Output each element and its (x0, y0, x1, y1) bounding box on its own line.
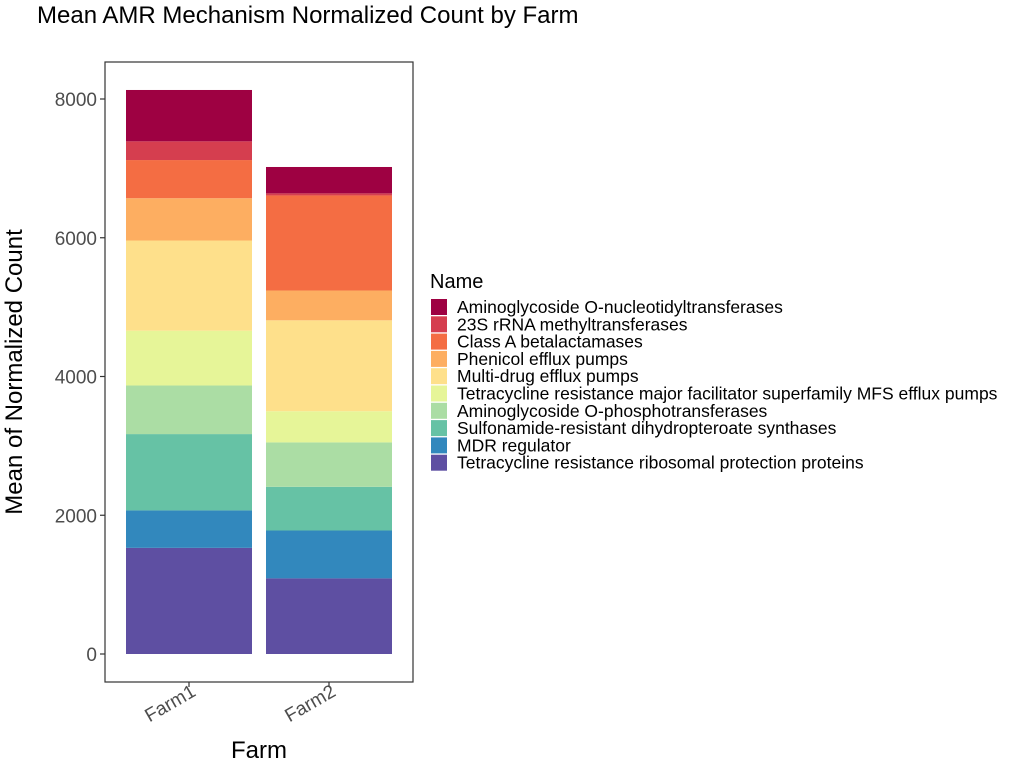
bar-segment-farm1-tetracycline-resistance-major-facilitator-superfamily-mfs-efflux-pumps (126, 330, 252, 386)
legend-swatch-sulfonamide-resistant-dihydropteroate-synthases (431, 420, 447, 437)
bar-segment-farm1-23s-rrna-methyltransferases (126, 141, 252, 161)
legend-label-sulfonamide-resistant-dihydropteroate-synthases: Sulfonamide-resistant dihydropteroate sy… (457, 418, 837, 438)
bar-segment-farm1-mdr-regulator (126, 510, 252, 548)
y-axis-title: Mean of Normalized Count (1, 229, 28, 515)
bar-segment-farm2-tetracycline-resistance-major-facilitator-superfamily-mfs-efflux-pumps (266, 411, 392, 443)
bar-segment-farm1-phenicol-efflux-pumps (126, 198, 252, 241)
legend-label-tetracycline-resistance-ribosomal-protection-proteins: Tetracycline resistance ribosomal protec… (457, 453, 864, 473)
bar-segment-farm1-class-a-betalactamases (126, 160, 252, 199)
bar-segment-farm1-aminoglycoside-o-nucleotidyltransferases (126, 89, 252, 142)
bar-segment-farm1-tetracycline-resistance-ribosomal-protection-proteins (126, 547, 252, 654)
legend-swatch-23s-rrna-methyltransferases (431, 316, 447, 333)
bar-segment-farm1-multi-drug-efflux-pumps (126, 240, 252, 331)
y-axis: 0 2000 4000 6000 8000 (55, 90, 105, 666)
legend-swatch-class-a-betalactamases (431, 333, 447, 350)
legend-label-class-a-betalactamases: Class A betalactamases (457, 332, 643, 352)
legend-swatch-multi-drug-efflux-pumps (431, 368, 447, 385)
legend-label-mdr-regulator: MDR regulator (457, 435, 571, 455)
legend: Name Aminoglycoside O-nucleotidyltransfe… (430, 271, 998, 473)
bar-segment-farm2-phenicol-efflux-pumps (266, 290, 392, 321)
legend-label-aminoglycoside-o-phosphotransferases: Aminoglycoside O-phosphotransferases (457, 401, 768, 421)
bar-segment-farm2-aminoglycoside-o-nucleotidyltransferases (266, 166, 392, 194)
chart-title: Mean AMR Mechanism Normalized Count by F… (37, 2, 579, 29)
legend-label-phenicol-efflux-pumps: Phenicol efflux pumps (457, 349, 628, 369)
x-tick-label-farm2: Farm2 (281, 681, 339, 727)
legend-label-23s-rrna-methyltransferases: 23S rRNA methyltransferases (457, 314, 688, 334)
bar-segment-farm1-sulfonamide-resistant-dihydropteroate-synthases (126, 434, 252, 511)
legend-swatch-phenicol-efflux-pumps (431, 350, 447, 367)
x-axis: Farm1 Farm2 (141, 681, 339, 727)
bar-segment-farm2-mdr-regulator (266, 530, 392, 579)
legend-label-multi-drug-efflux-pumps: Multi-drug efflux pumps (457, 366, 639, 386)
legend-swatch-tetracycline-resistance-major-facilitator-superfamily-mfs-efflux-pumps (431, 385, 447, 402)
legend-swatch-aminoglycoside-o-nucleotidyltransferases (431, 299, 447, 315)
legend-title: Name (430, 271, 483, 293)
bar-segment-farm1-aminoglycoside-o-phosphotransferases (126, 385, 252, 435)
bar-segment-farm2-sulfonamide-resistant-dihydropteroate-synthases (266, 486, 392, 531)
legend-label-tetracycline-resistance-major-facilitator-superfamily-mfs-efflux-pumps: Tetracycline resistance major facilitato… (457, 384, 998, 404)
legend-swatch-mdr-regulator (431, 437, 447, 454)
y-tick-label: 2000 (55, 506, 97, 527)
y-tick-label: 4000 (55, 368, 97, 389)
x-axis-title: Farm (231, 737, 287, 764)
bar-segment-farm2-23s-rrna-methyltransferases (266, 193, 392, 196)
bar-segment-farm2-class-a-betalactamases (266, 195, 392, 291)
bars-layer (126, 89, 392, 654)
x-tick-label-farm1: Farm1 (141, 681, 199, 727)
legend-label-aminoglycoside-o-nucleotidyltransferases: Aminoglycoside O-nucleotidyltransferases (457, 297, 783, 317)
y-tick-label: 0 (86, 645, 97, 666)
y-tick-label: 8000 (55, 90, 97, 111)
bar-segment-farm2-multi-drug-efflux-pumps (266, 320, 392, 412)
y-tick-label: 6000 (55, 229, 97, 250)
legend-swatch-aminoglycoside-o-phosphotransferases (431, 402, 447, 419)
bar-segment-farm2-aminoglycoside-o-phosphotransferases (266, 442, 392, 487)
bar-segment-farm2-tetracycline-resistance-ribosomal-protection-proteins (266, 578, 392, 654)
legend-swatch-tetracycline-resistance-ribosomal-protection-proteins (431, 454, 447, 471)
